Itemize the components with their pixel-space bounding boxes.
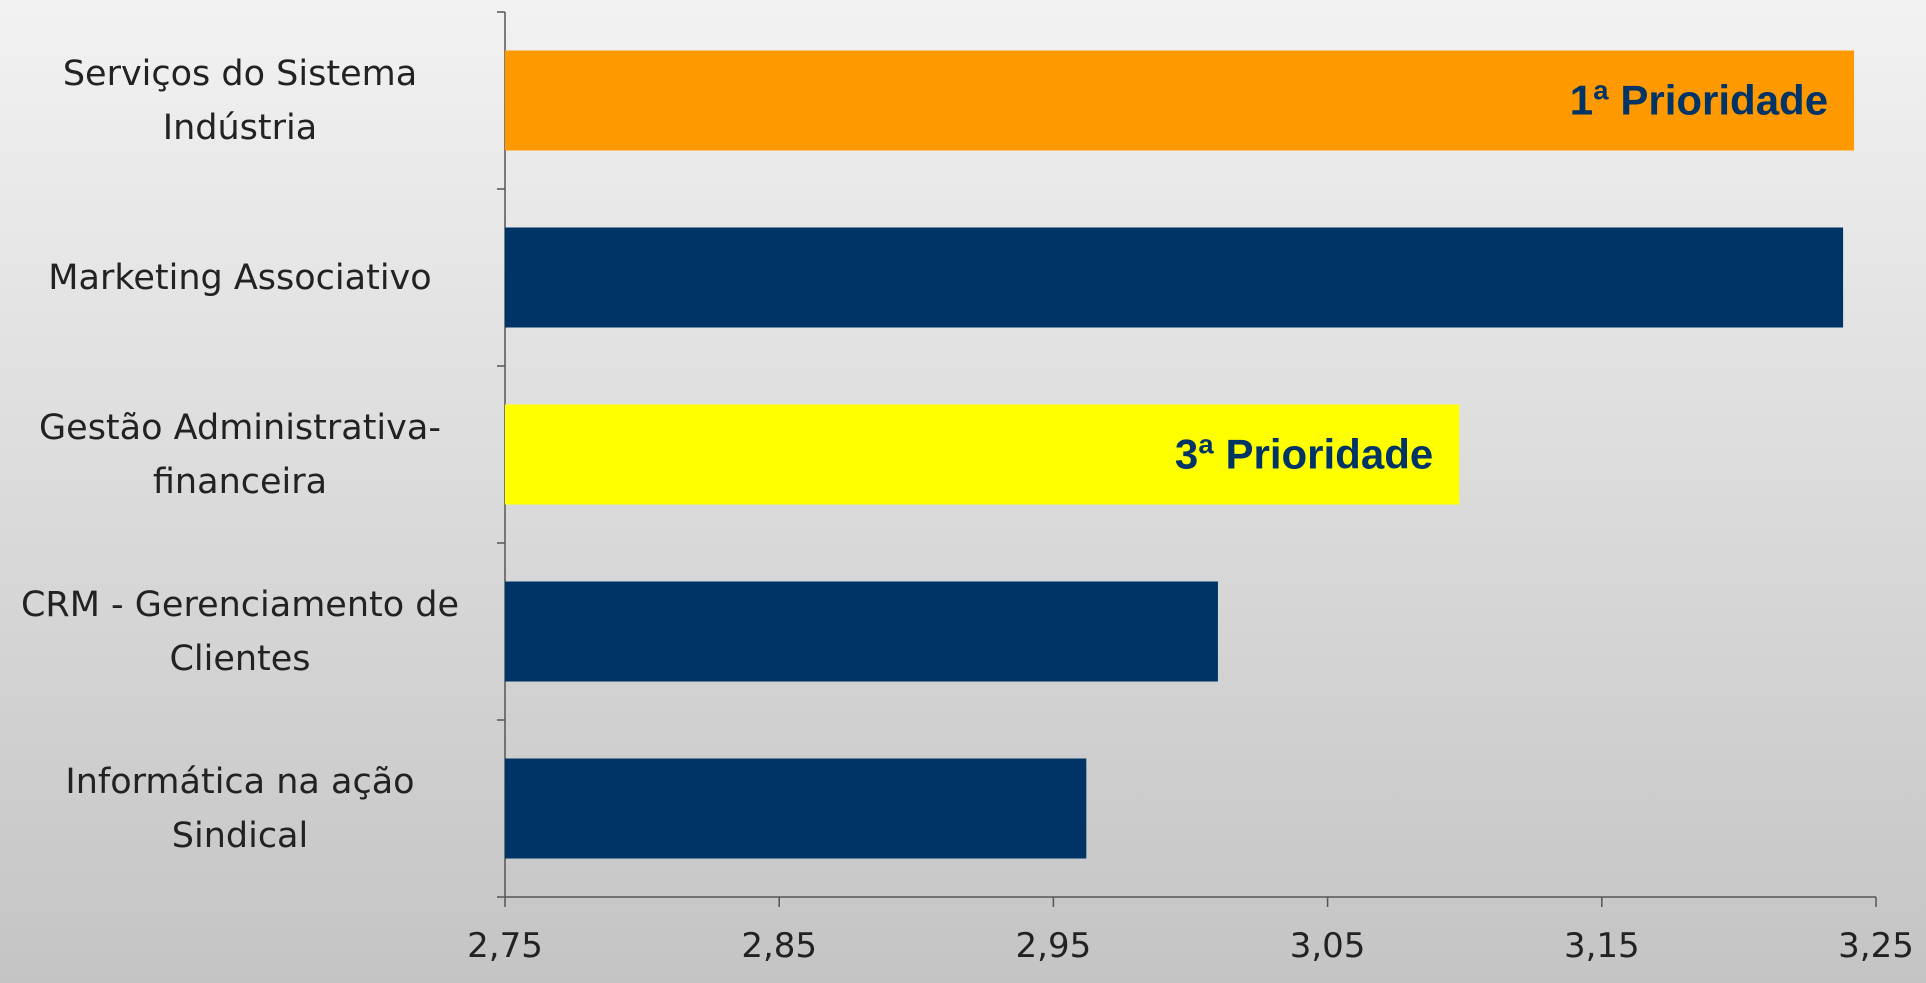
- y-tick-label: Serviços do Sistema Indústria: [62, 53, 418, 148]
- bar: [505, 581, 1218, 682]
- bar: [505, 758, 1087, 859]
- x-tick-label: 3,05: [1290, 926, 1366, 966]
- y-tick-label: Gestão Administrativa- financeira: [39, 407, 441, 502]
- bar: [505, 50, 1855, 151]
- x-tick-label: 2,85: [741, 926, 817, 966]
- bar: [505, 404, 1460, 505]
- y-tick-label: Marketing Associativo: [48, 257, 432, 298]
- y-tick-label: CRM - Gerenciamento de Clientes: [20, 584, 460, 679]
- bar: [505, 227, 1844, 328]
- x-tick-label: 3,15: [1564, 926, 1640, 966]
- y-tick-label: Informática na ação Sindical: [65, 761, 415, 856]
- annotation: 1ª Prioridade: [1570, 77, 1828, 124]
- x-tick-label: 2,95: [1016, 926, 1092, 966]
- annotation: 3ª Prioridade: [1175, 431, 1433, 478]
- x-tick-label: 2,75: [467, 926, 543, 966]
- x-tick-label: 3,25: [1838, 926, 1914, 966]
